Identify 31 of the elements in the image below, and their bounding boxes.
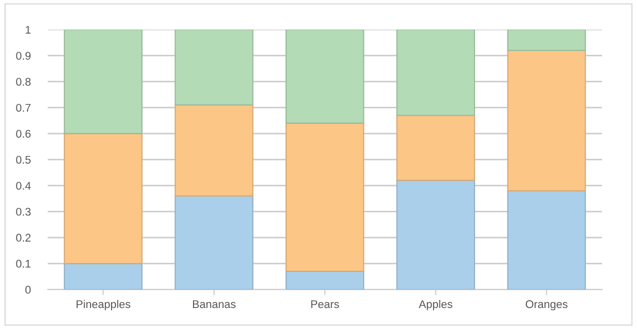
y-tick-label: 0.3 <box>16 208 31 216</box>
y-tick-label: 0.1 <box>16 260 31 268</box>
y-tick-label: 0.4 <box>16 182 31 190</box>
x-tick-label: Apples <box>418 300 452 310</box>
bar <box>286 30 364 124</box>
y-tick-label: 0.2 <box>16 234 31 242</box>
y-tick-label: 0.6 <box>16 130 31 138</box>
bar <box>507 30 586 51</box>
x-tick-label: Bananas <box>193 300 236 308</box>
bar <box>396 114 476 181</box>
bar <box>286 270 364 290</box>
x-tick-label: Oranges <box>526 300 568 310</box>
y-tick-label: 0.8 <box>16 78 31 86</box>
y-tick-label: 0 <box>25 286 31 294</box>
bar <box>507 50 586 192</box>
x-tick-label: Pears <box>311 300 339 308</box>
bar <box>64 262 143 290</box>
x-tick-label: Pineapples <box>76 300 130 310</box>
bar <box>174 30 254 106</box>
bar <box>396 180 476 290</box>
y-tick-label: 0.9 <box>16 52 31 60</box>
y-tick-label: 1 <box>26 26 31 34</box>
bar <box>286 122 364 272</box>
bar <box>396 30 476 116</box>
y-tick-label: 0.7 <box>16 104 31 112</box>
y-tick-label: 0.5 <box>16 156 31 164</box>
bar <box>64 133 143 264</box>
bar <box>174 104 254 197</box>
bar <box>64 30 143 134</box>
bar <box>174 195 254 290</box>
bar <box>507 190 586 290</box>
